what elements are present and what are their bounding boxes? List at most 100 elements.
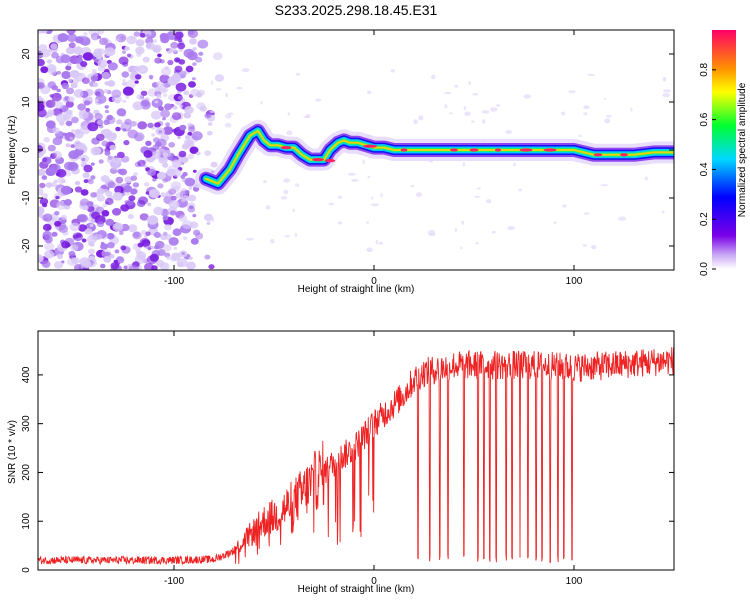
noise-speckle	[110, 262, 120, 270]
noise-speckle	[43, 137, 50, 143]
faint-speckle	[283, 189, 289, 195]
noise-speckle	[70, 144, 75, 149]
faint-speckle	[415, 192, 423, 198]
noise-speckle	[153, 206, 164, 216]
noise-speckle	[135, 39, 145, 47]
noise-speckle	[61, 71, 71, 79]
noise-speckle	[142, 56, 150, 63]
noise-speckle	[175, 192, 184, 199]
noise-speckle	[86, 96, 93, 102]
noise-speckle	[151, 133, 156, 137]
ridge-hotspot	[280, 146, 292, 150]
noise-speckle	[87, 179, 94, 185]
noise-speckle	[60, 214, 68, 221]
noise-speckle	[140, 99, 150, 107]
faint-speckle	[604, 97, 607, 100]
noise-speckle	[90, 162, 95, 166]
noise-speckle	[52, 127, 60, 134]
noise-speckle	[204, 254, 211, 260]
noise-speckle	[104, 109, 110, 114]
noise-speckle	[192, 169, 197, 173]
colorbar-gradient	[712, 30, 736, 269]
faint-speckle	[463, 106, 467, 111]
noise-speckle	[191, 131, 203, 141]
noise-speckle	[122, 50, 126, 54]
noise-speckle	[207, 122, 213, 126]
noise-speckle	[118, 56, 129, 65]
noise-speckle	[139, 32, 146, 38]
faint-speckle	[367, 175, 371, 179]
noise-speckle	[54, 211, 60, 216]
noise-speckle	[163, 231, 168, 236]
noise-speckle	[189, 146, 199, 154]
noise-speckle	[114, 99, 120, 104]
faint-speckle	[507, 226, 516, 231]
ridge-hotspot	[324, 159, 336, 163]
noise-speckle	[109, 144, 117, 151]
noise-speckle	[113, 259, 119, 264]
noise-speckle	[73, 89, 84, 98]
noise-speckle	[54, 101, 64, 109]
noise-speckle	[56, 70, 61, 75]
noise-speckle	[135, 104, 139, 108]
noise-speckle	[105, 190, 113, 197]
faint-speckle	[605, 115, 612, 118]
noise-speckle	[114, 249, 120, 254]
noise-speckle	[195, 232, 204, 240]
noise-speckle	[44, 250, 55, 259]
noise-speckle	[82, 52, 94, 61]
ridge-hotspot	[312, 158, 324, 162]
figure-title: S233.2025.298.18.45.E31	[275, 2, 438, 18]
noise-speckle	[87, 122, 99, 132]
noise-speckle	[101, 210, 110, 217]
snr-ytick-label: 0	[21, 567, 32, 573]
noise-speckle	[67, 257, 78, 267]
noise-speckle	[86, 205, 95, 213]
noise-speckle	[68, 78, 73, 83]
noise-speckle	[174, 57, 181, 63]
noise-speckle	[66, 30, 76, 35]
faint-speckle	[491, 230, 496, 234]
faint-speckle	[270, 238, 275, 244]
noise-speckle	[197, 39, 209, 49]
noise-speckle	[196, 102, 206, 110]
noise-speckle	[51, 231, 58, 237]
noise-speckle	[66, 47, 75, 54]
noise-speckle	[161, 83, 166, 87]
noise-speckle	[167, 50, 172, 55]
noise-speckle	[192, 214, 197, 218]
noise-speckle	[100, 243, 109, 250]
faint-speckle	[371, 196, 374, 200]
faint-speckle	[338, 195, 343, 199]
noise-speckle	[83, 32, 88, 36]
snr-series-line	[38, 347, 674, 566]
ridge-hotspot	[620, 153, 628, 157]
noise-speckle	[39, 182, 46, 189]
faint-speckle	[284, 235, 291, 238]
noise-speckle	[172, 49, 178, 53]
noise-speckle	[168, 237, 179, 246]
faint-speckle	[292, 208, 296, 213]
noise-speckle	[47, 67, 57, 76]
faint-speckle	[474, 195, 480, 198]
noise-speckle	[90, 146, 102, 156]
faint-speckle	[375, 239, 378, 245]
faint-speckle	[210, 217, 215, 223]
noise-speckle	[90, 75, 99, 82]
noise-speckle	[145, 231, 151, 237]
noise-speckle	[192, 62, 197, 66]
noise-speckle	[50, 181, 58, 188]
noise-speckle	[107, 62, 118, 71]
noise-speckle	[52, 137, 63, 146]
noise-speckle	[92, 82, 99, 88]
colorbar-tick-label: 0.0	[699, 262, 710, 276]
faint-speckle	[286, 130, 293, 136]
faint-speckle	[578, 134, 582, 137]
faint-speckle	[468, 81, 472, 86]
noise-speckle	[73, 46, 83, 55]
noise-speckle	[124, 46, 130, 51]
ridge-hotspot	[519, 148, 533, 152]
noise-speckle	[160, 192, 166, 198]
snr-plot-area	[38, 347, 674, 566]
spectrogram-plot-area	[38, 30, 674, 270]
